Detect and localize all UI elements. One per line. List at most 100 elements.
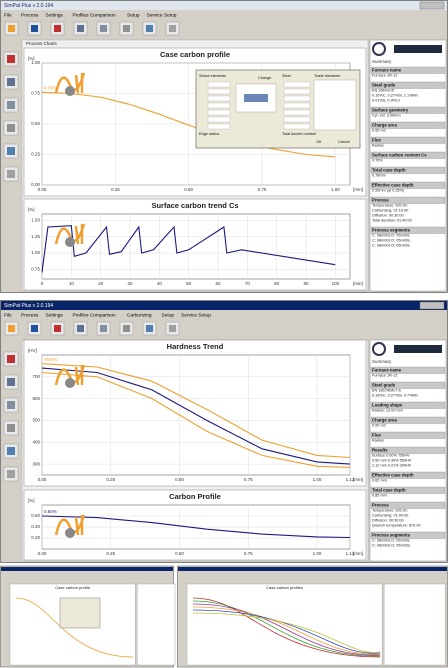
menu-item[interactable]: File <box>4 312 12 318</box>
section-line: C: 08m00s D: 05m00s <box>372 544 410 548</box>
x-tick-label: 0.00 <box>38 551 47 556</box>
annotation: 750HV <box>44 357 58 362</box>
logo-ball <box>65 528 75 538</box>
dialog-field[interactable] <box>207 102 231 109</box>
series-line <box>41 367 351 465</box>
section-heading: Total case depth <box>372 488 406 493</box>
toolbar-icon <box>54 25 61 32</box>
x-tick-label: 0.50 <box>175 551 184 556</box>
dialog-field[interactable] <box>207 81 231 88</box>
dialog-label[interactable]: Change <box>258 76 271 80</box>
summary-logo-text <box>394 45 442 53</box>
dialog-label: Select elements <box>199 74 226 78</box>
plot-area <box>41 213 351 280</box>
section-line: Radius <box>372 144 384 148</box>
toolbar-icon <box>77 325 84 332</box>
section-line: Diffusion: 00:30:00 <box>372 519 404 523</box>
side-icon <box>7 378 15 386</box>
dialog-field[interactable] <box>207 116 231 123</box>
dialog-field[interactable] <box>283 123 311 130</box>
section-line: EN 18CrNiMo7-6 <box>372 389 401 393</box>
y-tick-label: 1.50 <box>31 218 40 223</box>
x-tick-label: 1.12 <box>346 551 355 556</box>
section-line: 0.55mm (at 0.35%) <box>372 189 405 193</box>
thumbnail-title: Case carbon profiles <box>266 585 303 590</box>
section-heading: Process segments <box>372 228 411 233</box>
side-icon <box>7 124 15 132</box>
menu-item[interactable]: Setup <box>127 12 140 18</box>
section-heading: Process <box>372 198 389 203</box>
section-line: C: 08m00s D: 05m00s <box>372 244 410 248</box>
section-line: C: 08m00s D: 05m00s <box>372 539 410 543</box>
tab-label[interactable]: Process Charts <box>26 41 58 46</box>
x-tick-label: 100 <box>332 281 340 286</box>
x-tick-label: 0.50 <box>184 187 193 192</box>
section-line: Surface 0.60% 750HV <box>372 454 410 458</box>
side-icon <box>7 470 15 478</box>
section-line: 0.85 mm <box>372 494 387 498</box>
chart-title: Carbon Profile <box>169 492 221 501</box>
y-tick-label: 500 <box>32 418 40 423</box>
dialog-label[interactable]: Cancel <box>338 140 350 144</box>
x-tick-label: 0.75 <box>244 477 253 482</box>
window-buttons <box>419 301 445 310</box>
section-header <box>370 226 446 234</box>
x-tick-label: 0.75 <box>244 551 253 556</box>
y-unit: [%] <box>28 498 35 503</box>
menu-item[interactable]: Service Setup <box>181 312 211 318</box>
x-tick-label: 0.75 <box>258 187 267 192</box>
section-heading: Flux <box>372 138 381 143</box>
thumbnail-curve <box>192 603 381 656</box>
dialog-field[interactable] <box>207 109 231 116</box>
toolbar-icon <box>100 25 107 32</box>
menu-item[interactable]: Service Setup <box>147 12 177 18</box>
toolbar-icon <box>8 325 15 332</box>
side-icon <box>7 447 15 455</box>
menu-item[interactable]: Profiles Comparison <box>73 312 117 318</box>
section-line: Radius: 12.00 mm <box>372 409 403 413</box>
menu-item[interactable]: Settings <box>46 312 64 318</box>
dialog-field[interactable] <box>283 102 311 109</box>
menu-item[interactable]: Process <box>21 12 39 18</box>
section-line: 0.76% <box>372 159 383 163</box>
dialog-label[interactable]: OK <box>316 140 322 144</box>
dialog-list <box>313 79 357 131</box>
menu-item[interactable]: Settings <box>46 12 64 18</box>
menu-item[interactable]: Setup <box>162 312 175 318</box>
section-heading: Steel grade <box>372 383 396 388</box>
y-tick-label: 700 <box>32 374 40 379</box>
x-tick-label: 40 <box>157 281 163 286</box>
dialog-field[interactable] <box>283 116 311 123</box>
section-header <box>370 181 446 189</box>
dialog-field[interactable] <box>283 88 311 95</box>
menu-item[interactable]: Process <box>21 312 39 318</box>
x-tick-label: 0 <box>41 281 44 286</box>
dialog-field[interactable] <box>207 123 231 130</box>
dialog-field[interactable] <box>283 81 311 88</box>
x-unit: [mm] <box>353 551 363 556</box>
menu-item[interactable]: Profiles Comparison <box>73 12 117 18</box>
menu-item[interactable]: File <box>4 12 12 18</box>
x-tick-label: 1.00 <box>313 551 322 556</box>
dialog-label: Steel <box>282 74 291 78</box>
dialog-field[interactable] <box>283 95 311 102</box>
dialog-field[interactable] <box>207 88 231 95</box>
dialog-field[interactable] <box>283 109 311 116</box>
section-line: Temperature: 920.0C <box>372 204 408 208</box>
section-header <box>370 196 446 204</box>
section-header <box>370 431 446 439</box>
section-heading: Process segments <box>372 533 411 538</box>
section-header <box>370 166 446 174</box>
window-buttons <box>419 1 445 10</box>
thumbnail-curve <box>192 612 381 653</box>
menu-item[interactable]: Carburizing <box>127 312 152 318</box>
x-tick-label: 70 <box>245 281 251 286</box>
dialog-field[interactable] <box>207 95 231 102</box>
thumbnail-titlebar <box>178 567 447 571</box>
section-line: 0.55 m2 <box>372 424 386 428</box>
thumbnail-curve <box>192 609 381 654</box>
title-bar <box>1 1 447 10</box>
x-tick-label: 0.25 <box>111 187 120 192</box>
